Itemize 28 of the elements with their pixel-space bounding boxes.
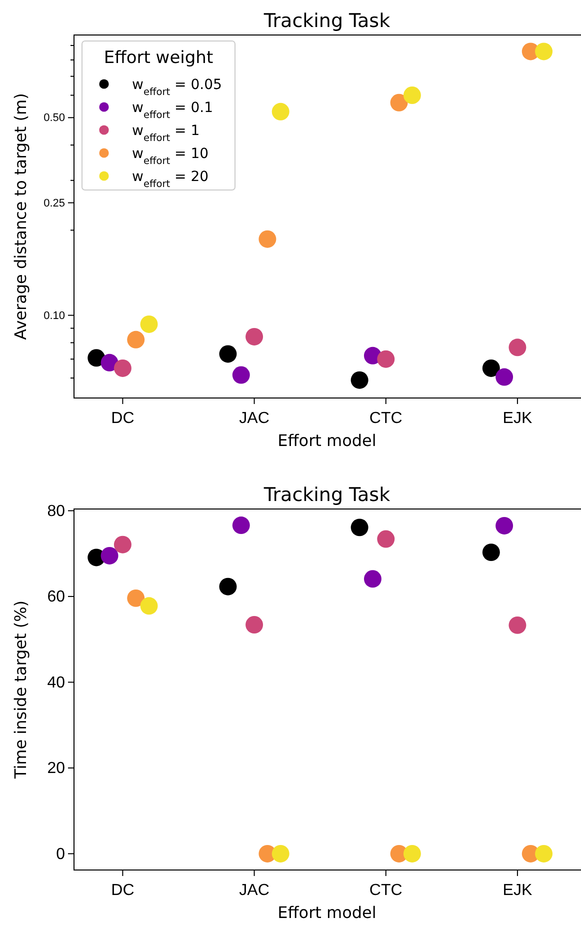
- y-tick-label: 40: [47, 674, 66, 692]
- y-tick-label: 0.50: [44, 112, 65, 124]
- y-tick-label: 60: [47, 588, 66, 606]
- chart-title: Tracking Task: [262, 10, 390, 32]
- y-tick-label: 0.25: [44, 197, 65, 210]
- x-tick-label: CTC: [369, 410, 402, 427]
- y-tick-label: 20: [47, 760, 66, 778]
- x-axis-title: Effort model: [278, 431, 376, 450]
- y-axis-title: Time inside target (%): [11, 600, 30, 780]
- chart-title: Tracking Task: [262, 484, 390, 506]
- x-tick-label: DC: [111, 882, 134, 899]
- x-axis-title: Effort model: [278, 903, 376, 922]
- x-tick-label: EJK: [502, 410, 532, 427]
- y-tick-label: 0: [56, 846, 66, 863]
- legend-label: w$_{effort}$ = 20: [132, 169, 209, 190]
- y-tick-label: 80: [47, 502, 66, 520]
- legend-title: Effort weight: [104, 48, 214, 68]
- y-axis-title: Average distance to target (m): [11, 93, 30, 340]
- legend-label: w$_{effort}$ = 1: [132, 123, 200, 144]
- x-tick-label: JAC: [239, 410, 270, 427]
- legend-label: w$_{effort}$ = 10: [132, 146, 209, 166]
- x-tick-label: DC: [111, 410, 134, 427]
- x-tick-label: CTC: [369, 882, 402, 899]
- legend-label: w$_{effort}$ = 0.05: [132, 77, 222, 98]
- y-tick-label: 0.10: [44, 310, 65, 322]
- x-tick-label: EJK: [502, 882, 532, 899]
- x-tick-label: JAC: [239, 882, 270, 899]
- legend-label: w$_{effort}$ = 0.1: [132, 100, 213, 120]
